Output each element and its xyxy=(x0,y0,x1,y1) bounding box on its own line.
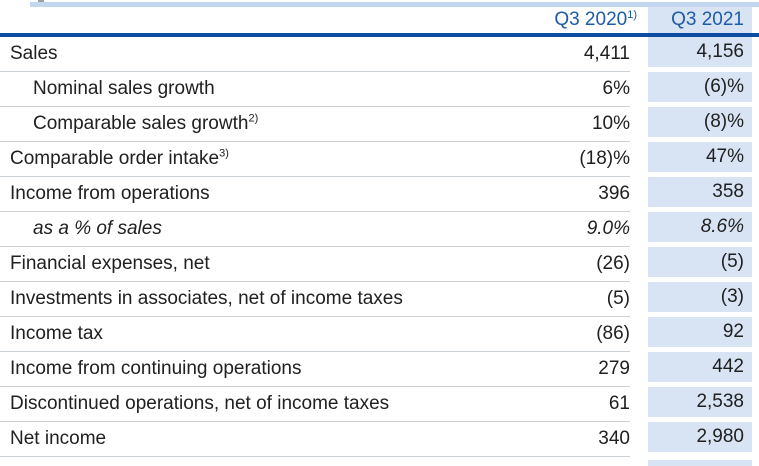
cell-q3-2021: 358 xyxy=(648,177,752,207)
table-row-income-tax: Income tax (86) 92 xyxy=(0,317,759,352)
footnote-marker: 2) xyxy=(248,112,259,125)
row-label: Sales xyxy=(10,43,58,64)
cell-q3-2021: (8)% xyxy=(648,107,752,137)
cutoff-highlight-cell xyxy=(648,460,752,466)
cell-q3-2020: 279 xyxy=(598,358,630,379)
footnote-marker: 1) xyxy=(627,8,637,21)
cutoff-bottom-row xyxy=(0,457,759,466)
footnote-marker: 3) xyxy=(219,147,229,160)
table-row-discontinued-operations: Discontinued operations, net of income t… xyxy=(0,387,759,422)
row-label: Comparable sales growth2) xyxy=(33,112,259,134)
cell-q3-2020: 61 xyxy=(608,393,630,414)
table-row-nominal-sales-growth: Nominal sales growth 6% (6)% xyxy=(0,72,759,107)
cell-q3-2020: 340 xyxy=(598,428,630,449)
header-rule xyxy=(0,33,759,37)
row-label: Nominal sales growth xyxy=(33,78,215,99)
row-label: Income tax xyxy=(10,323,103,344)
cell-q3-2020: (26) xyxy=(596,253,630,274)
cell-q3-2021: 2,980 xyxy=(648,422,752,452)
cell-q3-2020: 396 xyxy=(598,183,630,204)
table-row-financial-expenses: Financial expenses, net (26) (5) xyxy=(0,247,759,282)
cell-q3-2020: 4,411 xyxy=(583,43,630,64)
cell-q3-2020: 9.0% xyxy=(586,218,630,239)
cell-q3-2021: 2,538 xyxy=(648,387,752,417)
table-header-row: Q3 20201) Q3 2021 xyxy=(0,7,759,33)
row-label: Comparable order intake3) xyxy=(10,147,229,169)
row-label: Financial expenses, net xyxy=(10,253,210,274)
cutoff-text-fragment xyxy=(38,0,44,2)
cell-q3-2021: 47% xyxy=(648,142,752,172)
cutoff-top-strip xyxy=(0,0,759,7)
cell-q3-2020: 10% xyxy=(591,113,630,134)
row-label: Net income xyxy=(10,428,107,449)
row-label: as a % of sales xyxy=(33,218,162,239)
table-row-sales: Sales 4,411 4,156 xyxy=(0,37,759,72)
cell-q3-2021: (6)% xyxy=(648,72,752,102)
cell-q3-2021: 442 xyxy=(648,352,752,382)
cell-q3-2021: (3) xyxy=(648,282,752,312)
row-label: Income from operations xyxy=(10,183,210,204)
column-header-q3-2020: Q3 20201) xyxy=(554,8,637,30)
cell-q3-2021: 4,156 xyxy=(648,37,752,67)
column-header-q3-2021: Q3 2021 xyxy=(648,7,752,33)
table-row-income-from-operations: Income from operations 396 358 xyxy=(0,177,759,212)
cutoff-highlight-bar xyxy=(30,2,759,7)
table-row-net-income: Net income 340 2,980 xyxy=(0,422,759,457)
cell-q3-2020: (18)% xyxy=(579,148,630,169)
cell-q3-2020: (86) xyxy=(596,323,630,344)
table-row-as-percent-of-sales: as a % of sales 9.0% 8.6% xyxy=(0,212,759,247)
table-row-income-from-continuing-operations: Income from continuing operations 279 44… xyxy=(0,352,759,387)
row-label: Discontinued operations, net of income t… xyxy=(10,393,390,414)
cell-q3-2021: 92 xyxy=(648,317,752,347)
table-row-comparable-order-intake: Comparable order intake3) (18)% 47% xyxy=(0,142,759,177)
table-row-comparable-sales-growth: Comparable sales growth2) 10% (8)% xyxy=(0,107,759,142)
cell-q3-2021: 8.6% xyxy=(648,212,752,242)
cell-q3-2020: 6% xyxy=(602,78,630,99)
table-row-investments-in-associates: Investments in associates, net of income… xyxy=(0,282,759,317)
row-label: Income from continuing operations xyxy=(10,358,302,379)
cell-q3-2021: (5) xyxy=(648,247,752,277)
cell-q3-2020: (5) xyxy=(606,288,630,309)
row-label: Investments in associates, net of income… xyxy=(10,288,403,309)
